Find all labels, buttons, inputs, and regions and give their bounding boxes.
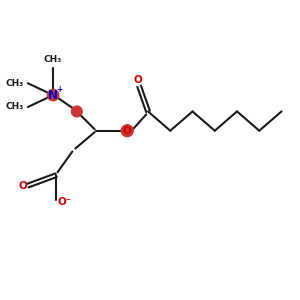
Text: O: O: [18, 181, 27, 190]
Text: CH₃: CH₃: [5, 103, 23, 112]
Text: CH₃: CH₃: [5, 79, 23, 88]
Text: +: +: [56, 85, 62, 94]
Text: N: N: [48, 88, 58, 102]
Text: O: O: [133, 75, 142, 85]
Circle shape: [47, 89, 59, 101]
Circle shape: [121, 125, 133, 137]
Circle shape: [71, 106, 82, 117]
Text: O: O: [123, 126, 132, 136]
Text: O⁻: O⁻: [58, 197, 72, 207]
Text: CH₃: CH₃: [44, 55, 62, 64]
